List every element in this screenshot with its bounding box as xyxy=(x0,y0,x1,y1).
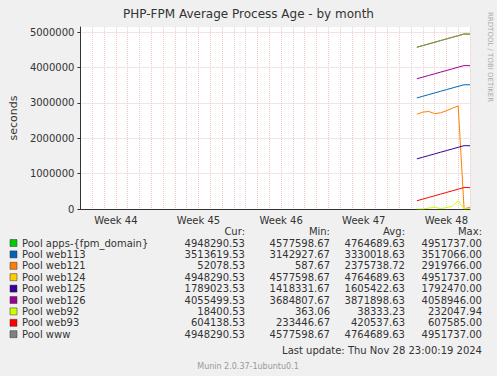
svg-text:Pool web92: Pool web92 xyxy=(22,306,79,317)
svg-text:604138.53: 604138.53 xyxy=(191,317,245,328)
svg-text:seconds: seconds xyxy=(7,95,20,140)
svg-text:4951737.00: 4951737.00 xyxy=(422,329,482,340)
svg-text:4764689.63: 4764689.63 xyxy=(345,238,405,249)
svg-text:4577598.67: 4577598.67 xyxy=(270,238,330,249)
svg-text:4764689.63: 4764689.63 xyxy=(345,272,405,283)
svg-text:3513619.53: 3513619.53 xyxy=(185,249,245,260)
svg-text:4764689.63: 4764689.63 xyxy=(345,329,405,340)
svg-text:587.67: 587.67 xyxy=(295,260,330,271)
svg-text:1792470.00: 1792470.00 xyxy=(422,283,482,294)
svg-text:3000000: 3000000 xyxy=(30,97,75,108)
svg-text:4577598.67: 4577598.67 xyxy=(270,272,330,283)
svg-text:18400.53: 18400.53 xyxy=(197,306,245,317)
svg-text:1605422.63: 1605422.63 xyxy=(345,283,405,294)
svg-text:4058946.00: 4058946.00 xyxy=(422,295,482,306)
svg-text:233446.67: 233446.67 xyxy=(276,317,330,328)
svg-text:3142927.67: 3142927.67 xyxy=(270,249,330,260)
svg-text:Week 46: Week 46 xyxy=(259,215,302,226)
svg-text:2000000: 2000000 xyxy=(30,133,75,144)
svg-text:Last update: Thu Nov 28 23:00:: Last update: Thu Nov 28 23:00:19 2024 xyxy=(282,345,482,356)
svg-text:Week 44: Week 44 xyxy=(94,215,137,226)
svg-text:Week 45: Week 45 xyxy=(177,215,220,226)
svg-text:Pool web113: Pool web113 xyxy=(22,249,86,260)
svg-text:Pool web124: Pool web124 xyxy=(22,272,86,283)
svg-text:1000000: 1000000 xyxy=(30,168,75,179)
svg-text:607585.00: 607585.00 xyxy=(428,317,482,328)
svg-text:3684807.67: 3684807.67 xyxy=(270,295,330,306)
svg-text:4948290.53: 4948290.53 xyxy=(185,238,245,249)
svg-text:3517066.00: 3517066.00 xyxy=(422,249,482,260)
svg-text:Munin 2.0.37-1ubuntu0.1: Munin 2.0.37-1ubuntu0.1 xyxy=(197,362,299,371)
svg-text:Max:: Max: xyxy=(458,226,482,237)
svg-text:5000000: 5000000 xyxy=(30,27,75,38)
svg-text:Pool web126: Pool web126 xyxy=(22,295,86,306)
svg-text:Cur:: Cur: xyxy=(224,226,245,237)
svg-text:4951737.00: 4951737.00 xyxy=(422,272,482,283)
svg-text:1418331.67: 1418331.67 xyxy=(270,283,330,294)
svg-text:4951737.00: 4951737.00 xyxy=(422,238,482,249)
svg-text:0: 0 xyxy=(68,204,74,215)
svg-text:Pool web125: Pool web125 xyxy=(22,283,86,294)
svg-text:RRDTOOL / TOBI OETIKER: RRDTOOL / TOBI OETIKER xyxy=(486,12,494,102)
svg-text:4948290.53: 4948290.53 xyxy=(185,272,245,283)
svg-text:Pool web93: Pool web93 xyxy=(22,317,79,328)
svg-text:Week 48: Week 48 xyxy=(425,215,468,226)
svg-text:Week 47: Week 47 xyxy=(342,215,385,226)
svg-text:3330018.63: 3330018.63 xyxy=(345,249,405,260)
svg-text:4577598.67: 4577598.67 xyxy=(270,329,330,340)
svg-text:52078.53: 52078.53 xyxy=(197,260,245,271)
svg-text:4055499.53: 4055499.53 xyxy=(185,295,245,306)
svg-text:38333.23: 38333.23 xyxy=(357,306,405,317)
svg-text:4948290.53: 4948290.53 xyxy=(185,329,245,340)
svg-text:Pool web121: Pool web121 xyxy=(22,260,86,271)
svg-text:Avg:: Avg: xyxy=(383,226,405,237)
svg-text:1789023.53: 1789023.53 xyxy=(185,283,245,294)
svg-text:3871898.63: 3871898.63 xyxy=(345,295,405,306)
svg-text:2375738.72: 2375738.72 xyxy=(345,260,405,271)
svg-text:Min:: Min: xyxy=(309,226,330,237)
svg-text:2919766.00: 2919766.00 xyxy=(422,260,482,271)
svg-text:232047.94: 232047.94 xyxy=(428,306,482,317)
svg-text:363.06: 363.06 xyxy=(295,306,330,317)
svg-text:Pool www: Pool www xyxy=(22,329,70,340)
svg-text:PHP-FPM Average Process Age -: PHP-FPM Average Process Age - by month xyxy=(123,7,374,21)
svg-text:Pool apps-{fpm_domain}: Pool apps-{fpm_domain} xyxy=(22,238,148,250)
svg-text:420537.63: 420537.63 xyxy=(351,317,405,328)
svg-text:4000000: 4000000 xyxy=(30,62,75,73)
